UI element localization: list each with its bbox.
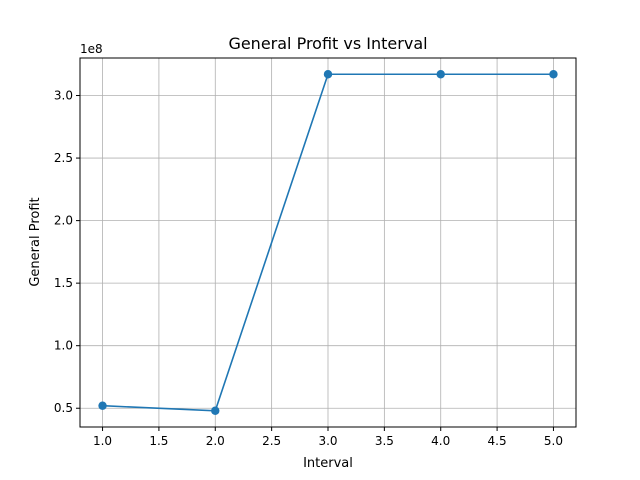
x-tick-label: 1.0	[93, 434, 112, 448]
y-tick-label: 1.5	[54, 276, 73, 290]
data-point	[436, 70, 445, 79]
y-tick-label: 3.0	[54, 89, 73, 103]
series	[98, 70, 558, 415]
data-point	[211, 406, 220, 415]
data-point	[323, 70, 333, 79]
y-tick-label: 0.5	[54, 401, 73, 415]
chart-title: General Profit vs Interval	[228, 34, 427, 53]
plot-frame	[79, 57, 577, 428]
data-point	[549, 70, 558, 79]
grid	[80, 58, 576, 427]
x-tick-label: 4.5	[488, 434, 507, 448]
data-point	[98, 401, 107, 410]
x-tick-label: 2.0	[206, 434, 225, 448]
axis-ticks: 1.0 1.5 2.0 2.5 3.0 3.5 4.0 4.5 5.0 0.5 1.0 1.5 2.0 2…	[54, 89, 563, 448]
y-tick-label: 1.0	[54, 339, 73, 353]
y-tick-label: 2.5	[54, 151, 73, 165]
x-tick-label: 5.0	[544, 434, 563, 448]
x-tick-label: 1.5	[149, 434, 168, 448]
x-tick-label: 3.5	[375, 434, 394, 448]
y-axis-label: General Profit	[28, 197, 43, 286]
x-tick-label: 2.5	[262, 434, 281, 448]
x-tick-label: 4.0	[431, 434, 450, 448]
x-axis-label: Interval	[303, 456, 353, 471]
y-tick-label: 2.0	[54, 214, 73, 228]
y-scale-label: 1e8	[80, 42, 103, 56]
x-tick-label: 3.0	[318, 434, 337, 448]
